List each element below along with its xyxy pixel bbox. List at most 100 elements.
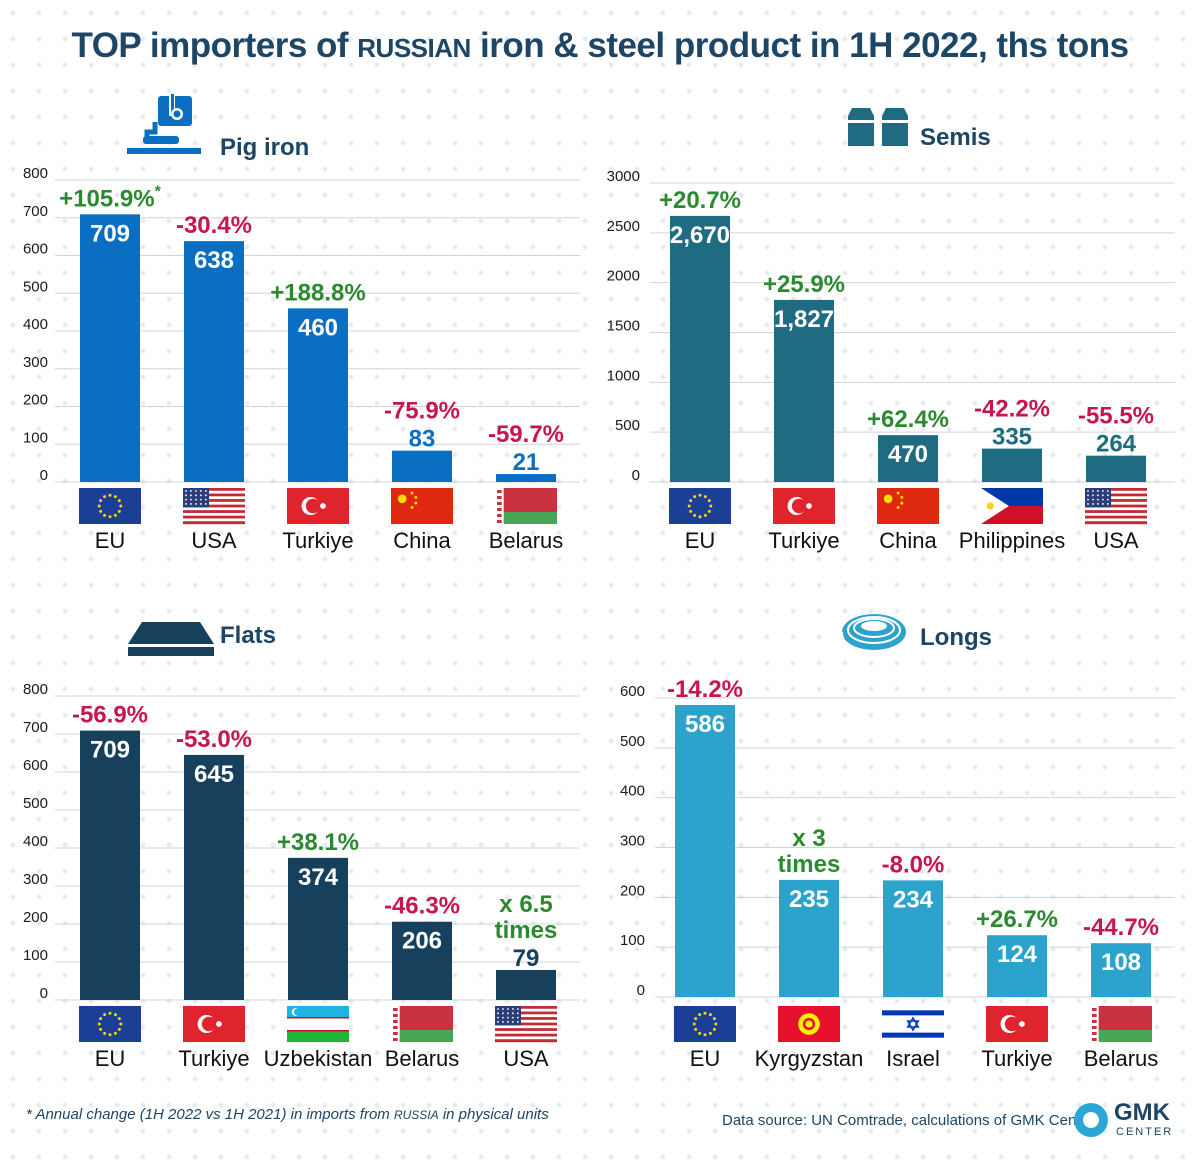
- y-tick-label: 500: [615, 417, 640, 434]
- y-tick-label: 300: [23, 871, 48, 888]
- value-label: 645: [194, 761, 234, 788]
- value-label: 709: [90, 737, 130, 764]
- y-tick-label: 200: [23, 909, 48, 926]
- data-source: Data source: UN Comtrade, calculations o…: [722, 1112, 1094, 1129]
- bar-israel: [883, 880, 943, 997]
- y-tick-label: 400: [23, 833, 48, 850]
- category-label: Philippines: [959, 528, 1065, 553]
- category-label: Turkiye: [178, 1046, 249, 1071]
- y-tick-label: 2500: [607, 218, 640, 235]
- y-tick-label: 300: [23, 354, 48, 371]
- change-label: -55.5%: [1078, 403, 1154, 430]
- bar-belarus: [496, 474, 556, 482]
- bar-uzbekistan: [288, 857, 348, 1000]
- category-label: Turkiye: [768, 528, 839, 553]
- bar-china: [392, 450, 452, 482]
- chart-panel-flats: 0 100 200 300 400 500 600 700 800 709 -56.9% EU 645 -…: [23, 681, 580, 1071]
- category-label: Israel: [886, 1046, 940, 1071]
- flag-china-icon: [391, 488, 453, 524]
- bar-eu: [670, 215, 730, 482]
- value-label: 586: [685, 711, 725, 738]
- y-tick-label: 300: [620, 833, 645, 850]
- y-tick-label: 800: [23, 681, 48, 698]
- flag-china-icon: [877, 488, 939, 524]
- flag-eu-icon: [669, 488, 731, 524]
- category-label: Turkiye: [282, 528, 353, 553]
- bar-usa: [1086, 455, 1146, 482]
- category-label: EU: [685, 528, 716, 553]
- slab-icon: [128, 622, 214, 656]
- bar-turkiye: [184, 754, 244, 1000]
- change-label: -59.7%: [488, 421, 564, 448]
- flag-uzbekistan-icon: [287, 1006, 349, 1042]
- y-tick-label: 100: [620, 932, 645, 949]
- change-label: +20.7%: [659, 187, 741, 214]
- value-label: 638: [194, 247, 234, 274]
- y-tick-label: 100: [23, 429, 48, 446]
- change-label: -56.9%: [72, 702, 148, 729]
- billets-icon: [848, 108, 908, 146]
- bar-eu: [80, 730, 140, 1000]
- change-label: -8.0%: [882, 851, 945, 878]
- y-tick-label: 800: [23, 165, 48, 182]
- value-label: 1,827: [774, 306, 834, 333]
- flag-israel-icon: [882, 1006, 944, 1042]
- y-tick-label: 0: [40, 467, 48, 484]
- y-tick-label: 600: [23, 241, 48, 258]
- value-label: 374: [298, 864, 339, 891]
- change-label: +26.7%: [976, 906, 1058, 933]
- category-label: Uzbekistan: [264, 1046, 373, 1071]
- change-label: x 3: [792, 825, 825, 852]
- y-tick-label: 200: [23, 392, 48, 409]
- flag-belarus-icon: [1090, 1006, 1152, 1042]
- bar-eu: [675, 704, 735, 997]
- bar-eu: [80, 214, 140, 483]
- y-tick-label: 700: [23, 203, 48, 220]
- category-label: USA: [1093, 528, 1139, 553]
- flag-turkiye-icon: [287, 488, 349, 524]
- category-label: Belarus: [1084, 1046, 1159, 1071]
- panel-title-longs: Longs: [920, 624, 992, 651]
- footnote: * Annual change (1H 2022 vs 1H 2021) in …: [26, 1106, 549, 1123]
- value-label: 21: [513, 449, 540, 476]
- chart-panel-semis: 0 500 1000 1500 2000 2500 3000 2,670 +20.7% EU 1,8…: [607, 168, 1175, 553]
- change-label: times: [495, 917, 558, 944]
- y-tick-label: 1000: [607, 367, 640, 384]
- value-label: 79: [513, 945, 540, 972]
- bar-usa: [496, 969, 556, 1000]
- value-label: 235: [789, 886, 829, 913]
- chart-panel-longs: 0 100 200 300 400 500 600 586 -14.2% EU 235 x 3time…: [620, 676, 1175, 1071]
- bar-china: [878, 435, 938, 482]
- bar-turkiye: [987, 935, 1047, 997]
- change-label: -46.3%: [384, 893, 460, 920]
- flag-belarus-icon: [391, 1006, 453, 1042]
- category-label: EU: [95, 528, 126, 553]
- value-label: 234: [893, 886, 934, 913]
- y-tick-label: 1500: [607, 318, 640, 335]
- y-tick-label: 100: [23, 947, 48, 964]
- y-tick-label: 0: [637, 982, 645, 999]
- y-tick-label: 500: [23, 278, 48, 295]
- category-label: EU: [690, 1046, 721, 1071]
- category-label: China: [879, 528, 937, 553]
- bar-belarus: [392, 921, 452, 1000]
- bar-belarus: [1091, 943, 1151, 997]
- y-tick-label: 0: [632, 467, 640, 484]
- y-tick-label: 700: [23, 719, 48, 736]
- wire-coil-icon: [841, 614, 906, 650]
- value-label: 206: [402, 928, 442, 955]
- category-label: USA: [503, 1046, 549, 1071]
- change-label: +38.1%: [277, 829, 359, 856]
- change-label: -44.7%: [1083, 914, 1159, 941]
- category-label: USA: [191, 528, 237, 553]
- value-label: 264: [1096, 431, 1137, 458]
- flag-eu-icon: [674, 1006, 736, 1042]
- change-label: -53.0%: [176, 726, 252, 753]
- gmk-center-logo: GMK CENTER: [1074, 1099, 1184, 1145]
- value-label: 83: [409, 426, 436, 453]
- value-label: 460: [298, 314, 338, 341]
- flag-usa-icon: [495, 1006, 557, 1043]
- change-label: +62.4%: [867, 406, 949, 433]
- bar-usa: [184, 241, 244, 482]
